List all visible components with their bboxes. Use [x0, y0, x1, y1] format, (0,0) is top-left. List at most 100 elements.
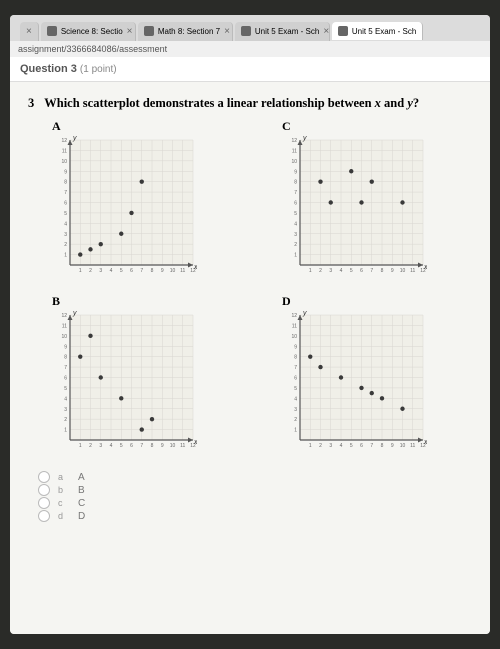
svg-text:x: x [423, 439, 427, 446]
answer-letter: c [58, 498, 70, 508]
svg-text:10: 10 [291, 334, 297, 340]
svg-text:11: 11 [292, 148, 297, 154]
answer-row-b[interactable]: bB [38, 484, 472, 496]
answer-text: D [78, 511, 85, 522]
radio-c[interactable] [38, 497, 50, 509]
plot-c-cell: C 112233445566778899101011111212yx [282, 119, 472, 286]
svg-text:9: 9 [294, 344, 297, 350]
svg-text:11: 11 [410, 443, 415, 449]
svg-text:5: 5 [294, 211, 297, 217]
svg-text:8: 8 [151, 443, 154, 449]
svg-text:10: 10 [61, 334, 67, 340]
radio-a[interactable] [38, 471, 50, 483]
answer-text: A [78, 472, 85, 483]
svg-text:5: 5 [350, 443, 353, 449]
close-icon[interactable]: × [127, 26, 133, 37]
browser-tab-1[interactable]: Science 8: Sectio× [41, 22, 136, 41]
close-icon[interactable]: × [224, 26, 230, 37]
question-prompt: Which scatterplot demonstrates a linear … [44, 96, 419, 111]
question-number: 3 [28, 96, 34, 111]
question-body: 3 Which scatterplot demonstrates a linea… [10, 82, 490, 537]
svg-text:4: 4 [64, 221, 67, 227]
svg-text:12: 12 [61, 138, 67, 144]
svg-text:7: 7 [294, 190, 297, 196]
tab-title: Unit 5 Exam - Sch [255, 27, 319, 36]
svg-text:6: 6 [130, 443, 133, 449]
svg-text:4: 4 [340, 268, 343, 274]
url-text: assignment/3366684086/assessment [18, 44, 167, 54]
close-icon[interactable]: × [323, 26, 329, 37]
prompt-part-c: ? [413, 96, 419, 110]
svg-text:7: 7 [370, 443, 373, 449]
answer-row-d[interactable]: dD [38, 510, 472, 522]
svg-text:5: 5 [64, 386, 67, 392]
svg-text:x: x [193, 264, 197, 271]
tab-title: Unit 5 Exam - Sch [352, 27, 416, 36]
svg-text:1: 1 [309, 268, 312, 274]
svg-text:5: 5 [120, 443, 123, 449]
tab-strip: ×Science 8: Sectio×Math 8: Section 7×Uni… [20, 19, 490, 43]
svg-text:8: 8 [381, 268, 384, 274]
svg-text:12: 12 [291, 138, 297, 144]
svg-text:6: 6 [294, 201, 297, 207]
browser-tab-0[interactable]: × [20, 22, 39, 41]
svg-text:3: 3 [99, 268, 102, 274]
svg-text:x: x [193, 439, 197, 446]
browser-tab-3[interactable]: Unit 5 Exam - Sch × [235, 22, 330, 41]
svg-text:12: 12 [291, 313, 297, 319]
svg-text:7: 7 [294, 365, 297, 371]
svg-text:10: 10 [61, 159, 67, 165]
svg-text:y: y [72, 311, 77, 317]
screen: ×Science 8: Sectio×Math 8: Section 7×Uni… [10, 15, 490, 634]
svg-text:1: 1 [294, 253, 297, 259]
svg-text:x: x [423, 264, 427, 271]
question-points: (1 point) [80, 64, 117, 75]
svg-text:y: y [302, 136, 307, 142]
browser-tab-4[interactable]: Unit 5 Exam - Sch [332, 22, 423, 40]
plot-d-label: D [282, 294, 472, 309]
svg-text:9: 9 [391, 268, 394, 274]
scatterplot-c: 112233445566778899101011111212yx [282, 136, 427, 281]
svg-text:7: 7 [64, 190, 67, 196]
svg-text:11: 11 [62, 148, 67, 154]
svg-text:8: 8 [294, 355, 297, 361]
scatterplot-a: 112233445566778899101011111212yx [52, 136, 197, 281]
plots-grid: A 112233445566778899101011111212yx C 112… [52, 119, 472, 461]
svg-text:9: 9 [64, 344, 67, 350]
svg-text:11: 11 [410, 268, 415, 274]
svg-text:3: 3 [294, 407, 297, 413]
tab-favicon [144, 26, 154, 36]
answer-row-c[interactable]: cC [38, 497, 472, 509]
answer-letter: d [58, 511, 70, 521]
browser-tab-2[interactable]: Math 8: Section 7× [138, 22, 233, 41]
svg-text:3: 3 [64, 407, 67, 413]
radio-d[interactable] [38, 510, 50, 522]
svg-text:1: 1 [79, 443, 82, 449]
svg-text:2: 2 [294, 242, 297, 248]
question-number-label: Question 3 [20, 63, 77, 75]
plot-d-cell: D 112233445566778899101011111212yx [282, 294, 472, 461]
svg-text:2: 2 [64, 242, 67, 248]
tab-favicon [241, 26, 251, 36]
svg-text:2: 2 [319, 268, 322, 274]
close-icon[interactable]: × [26, 26, 32, 37]
svg-text:y: y [72, 136, 77, 142]
svg-text:2: 2 [319, 443, 322, 449]
svg-text:9: 9 [391, 443, 394, 449]
radio-b[interactable] [38, 484, 50, 496]
svg-text:1: 1 [79, 268, 82, 274]
svg-text:1: 1 [64, 428, 67, 434]
svg-text:7: 7 [370, 268, 373, 274]
plot-b-cell: B 112233445566778899101011111212yx [52, 294, 242, 461]
svg-text:4: 4 [294, 221, 297, 227]
url-bar[interactable]: assignment/3366684086/assessment [10, 41, 490, 57]
svg-text:8: 8 [294, 180, 297, 186]
svg-text:4: 4 [110, 268, 113, 274]
answer-row-a[interactable]: aA [38, 471, 472, 483]
svg-text:1: 1 [64, 253, 67, 259]
svg-text:5: 5 [120, 268, 123, 274]
tab-favicon [47, 26, 57, 36]
svg-text:10: 10 [400, 443, 406, 449]
svg-text:9: 9 [161, 443, 164, 449]
prompt-part-b: and [381, 96, 407, 110]
